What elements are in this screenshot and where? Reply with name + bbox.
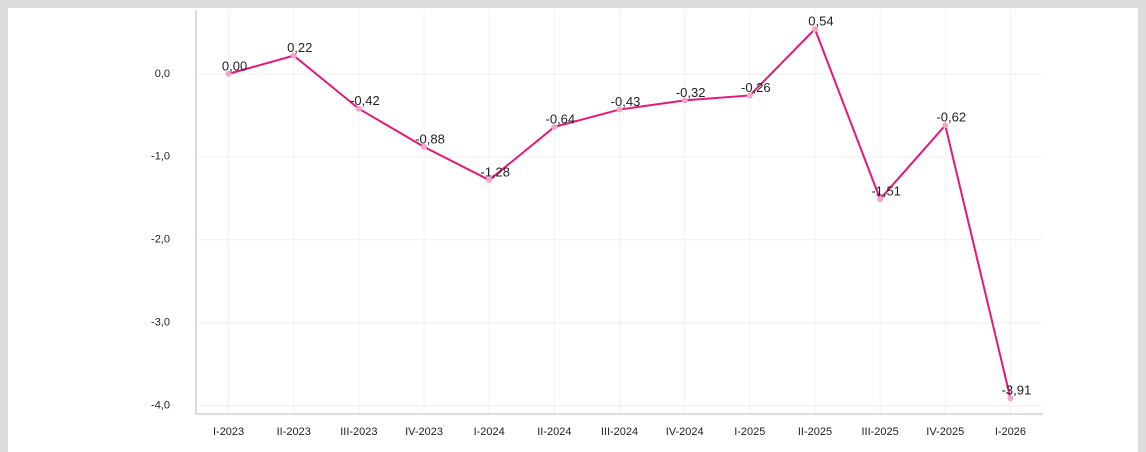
value-label: -0,88 <box>415 131 445 146</box>
value-label: 0,22 <box>287 40 312 55</box>
x-tick-label: I-2025 <box>734 426 765 438</box>
value-label: -0,64 <box>546 111 576 126</box>
value-label: -0,26 <box>741 80 771 95</box>
x-tick-label: III-2025 <box>861 426 898 438</box>
data-point <box>290 52 297 59</box>
x-tick-label: III-2023 <box>340 426 377 438</box>
value-label: -0,62 <box>936 110 966 125</box>
value-label: 0,00 <box>222 58 247 73</box>
x-tick-label: I-2026 <box>995 426 1026 438</box>
x-tick-label: I-2024 <box>474 426 505 438</box>
x-tick-label: II-2025 <box>798 426 832 438</box>
y-tick-label: -1,0 <box>151 151 170 163</box>
x-tick-label: II-2023 <box>277 426 311 438</box>
x-tick-label: II-2024 <box>537 426 571 438</box>
x-tick-label: I-2023 <box>213 426 244 438</box>
y-tick-label: -2,0 <box>151 234 170 246</box>
y-tick-label: 0,0 <box>155 68 170 80</box>
x-tick-label: III-2024 <box>601 426 638 438</box>
value-label: -0,42 <box>350 93 380 108</box>
data-point <box>942 122 949 129</box>
data-point <box>1007 395 1014 402</box>
data-point <box>616 106 623 113</box>
data-point <box>811 26 818 33</box>
data-point <box>421 143 428 150</box>
value-label: -0,43 <box>611 94 641 109</box>
data-point <box>746 92 753 99</box>
value-label: -0,32 <box>676 85 706 100</box>
x-tick-label: IV-2024 <box>666 426 704 438</box>
x-tick-label: IV-2023 <box>405 426 443 438</box>
value-label: -1,51 <box>871 184 901 199</box>
y-tick-label: -3,0 <box>151 317 170 329</box>
value-label: 0,54 <box>808 14 833 29</box>
data-point <box>681 97 688 104</box>
y-tick-label: -4,0 <box>151 400 170 412</box>
data-point <box>486 177 493 184</box>
value-label: -1,28 <box>480 164 510 179</box>
data-point <box>225 70 232 77</box>
data-point <box>877 196 884 203</box>
x-tick-label: IV-2025 <box>926 426 964 438</box>
value-label: -3,91 <box>1002 383 1032 398</box>
data-point <box>551 123 558 130</box>
data-point <box>355 105 362 112</box>
